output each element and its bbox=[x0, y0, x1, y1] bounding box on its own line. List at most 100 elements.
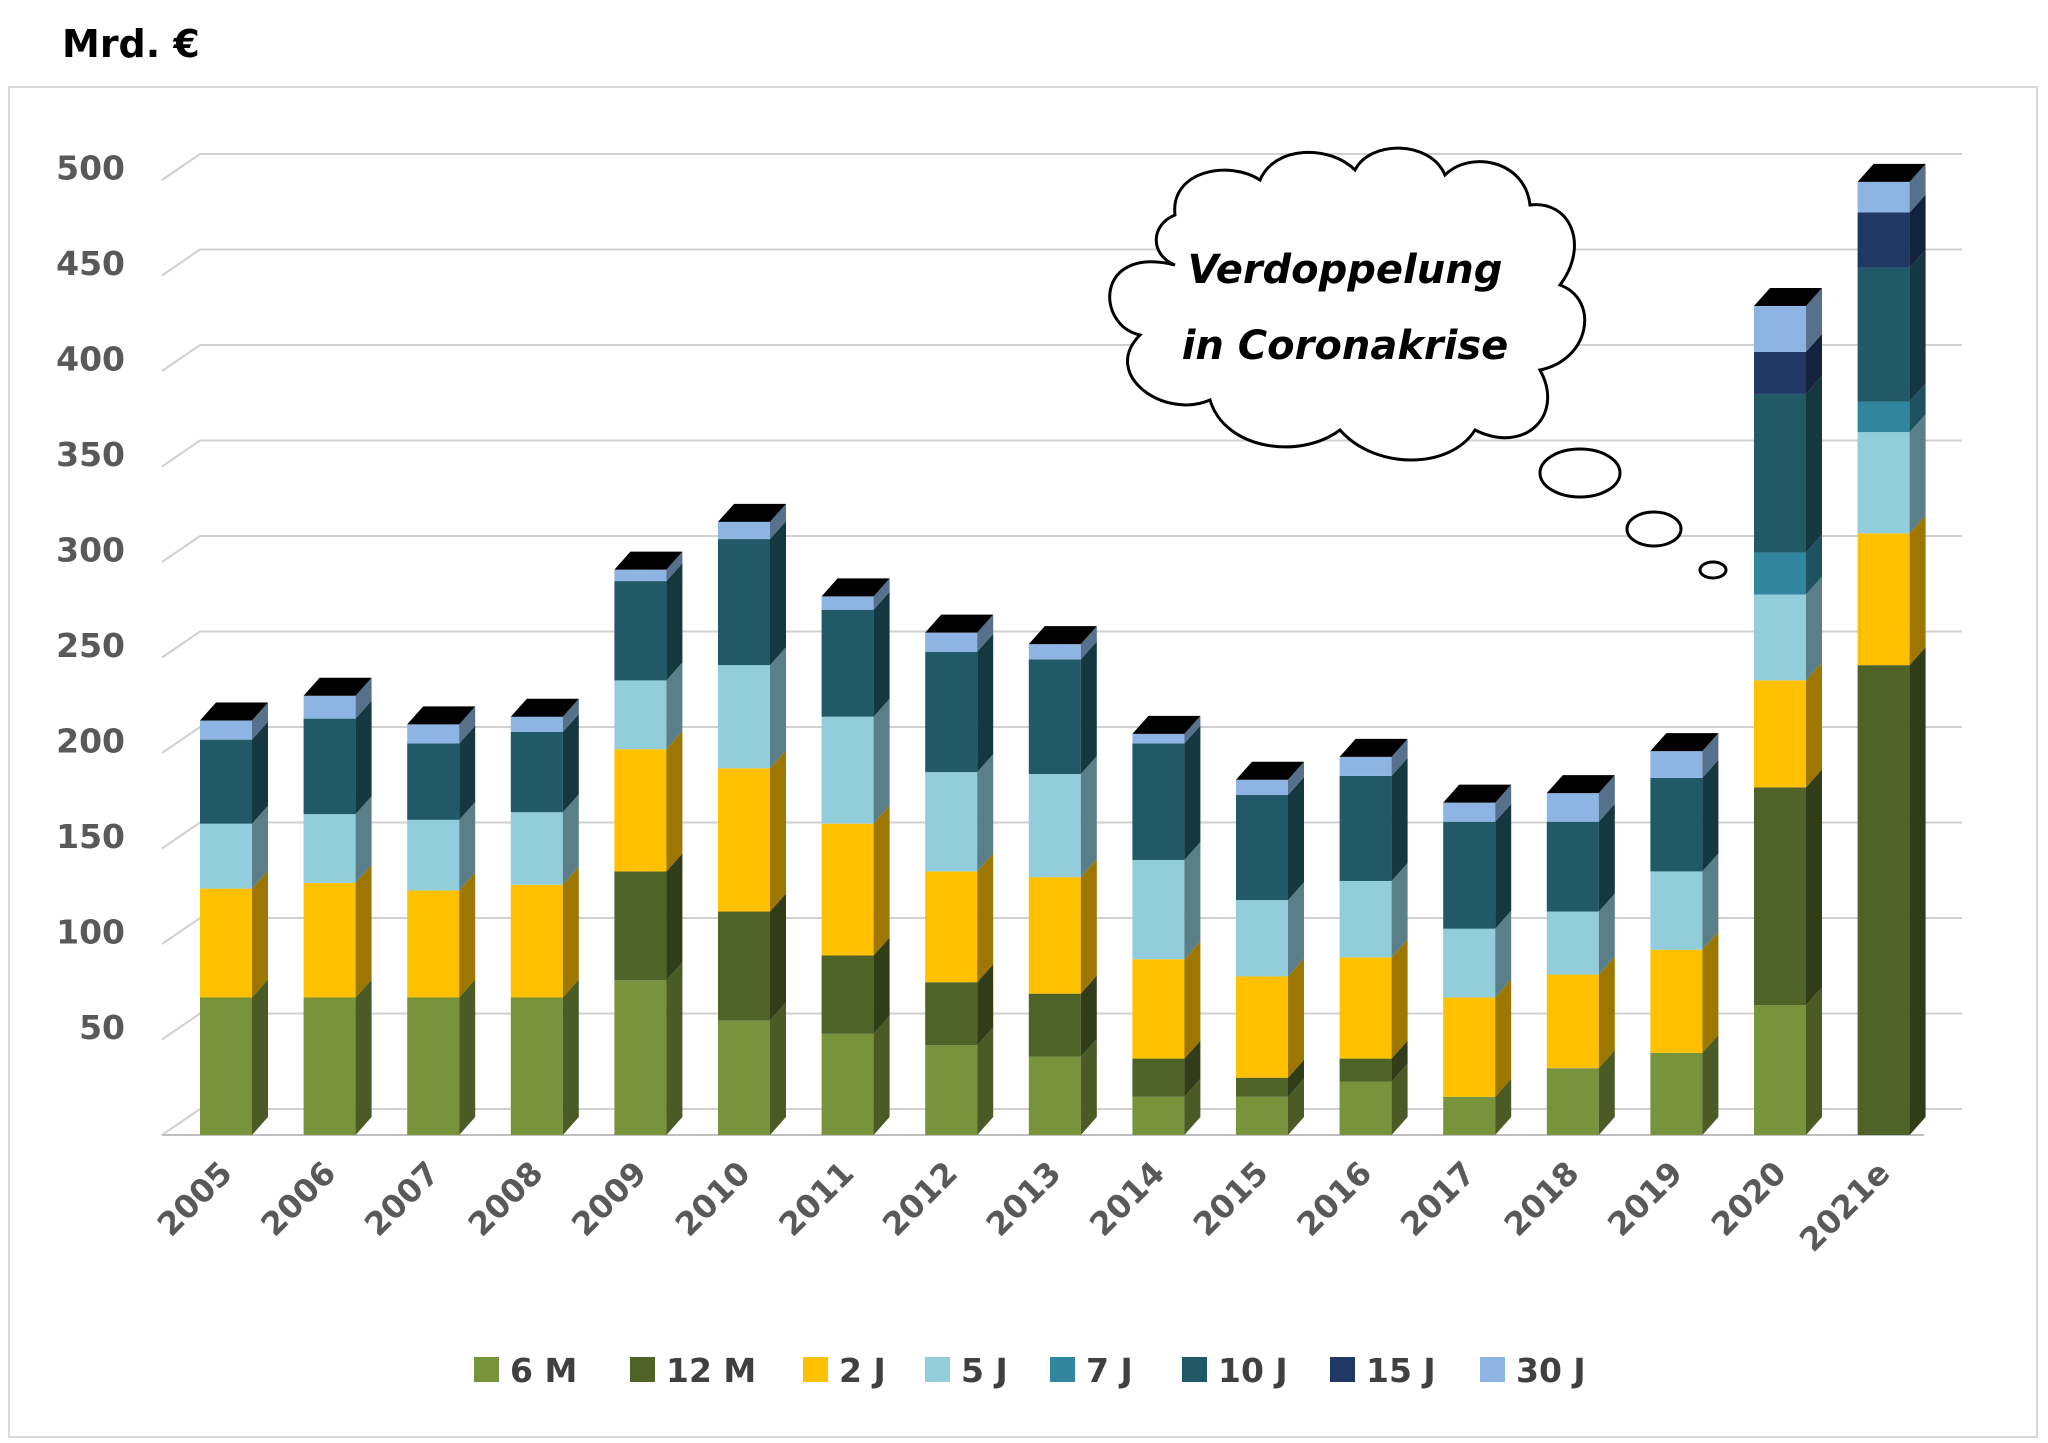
bar-segment-side bbox=[252, 702, 268, 740]
bar-segment-5j bbox=[1339, 880, 1392, 958]
bar-segment-side bbox=[562, 794, 579, 885]
bar-segment-12m bbox=[1339, 1058, 1392, 1082]
x-tick-label: 2006 bbox=[253, 1154, 343, 1244]
bar-segment-12m bbox=[614, 871, 667, 981]
bar-segment-side bbox=[1184, 1040, 1201, 1097]
bar-segment-side bbox=[355, 677, 372, 719]
x-tick-label: 2005 bbox=[150, 1154, 240, 1244]
bar-segment-12m bbox=[1857, 665, 1910, 1135]
cloud-shape bbox=[1108, 146, 1587, 462]
bar-segment-6m bbox=[1650, 1052, 1703, 1135]
gridline-400 bbox=[161, 344, 1962, 372]
bar-top-face bbox=[510, 698, 579, 717]
bar-segment-2j bbox=[303, 882, 356, 998]
bar-top-face bbox=[407, 706, 476, 725]
bar-segment-side bbox=[666, 563, 683, 681]
bar-segment-6m bbox=[1236, 1096, 1288, 1135]
bar-segment-5j bbox=[1443, 928, 1496, 998]
bar-segment-12m bbox=[718, 911, 770, 1021]
bar-segment-2j bbox=[925, 871, 978, 983]
x-tick-label: 2018 bbox=[1497, 1154, 1587, 1244]
legend-swatch bbox=[474, 1357, 499, 1382]
bar-segment-side bbox=[770, 1002, 786, 1135]
legend-swatch bbox=[630, 1357, 655, 1382]
bar-top-face bbox=[1754, 288, 1822, 307]
bar-segment-side bbox=[977, 754, 994, 872]
bar-segment-2j bbox=[1857, 533, 1910, 666]
bar-top-face bbox=[1546, 775, 1615, 794]
bar-segment-2j bbox=[1443, 997, 1496, 1097]
y-tick-label: 450 bbox=[56, 244, 125, 283]
bar-segment-side bbox=[977, 614, 994, 652]
bar-segment-side bbox=[355, 700, 372, 815]
bar-segment-side bbox=[1080, 641, 1097, 775]
bar-segment-2j bbox=[1650, 949, 1703, 1053]
bar-segment-side bbox=[252, 721, 268, 824]
bar-segment-side bbox=[666, 662, 683, 750]
bar-stack-2005 bbox=[200, 702, 268, 1135]
bar-segment-side bbox=[562, 979, 579, 1135]
bar-stack-2007 bbox=[407, 706, 476, 1135]
bar-segment-side bbox=[1806, 987, 1822, 1135]
legend-swatch bbox=[1480, 1357, 1505, 1382]
thought-bubble-small bbox=[1698, 560, 1728, 580]
bar-segment-6m bbox=[1443, 1096, 1496, 1135]
bar-segment-side bbox=[1495, 979, 1512, 1097]
bar-segment-30j bbox=[510, 716, 563, 732]
bar-top-face bbox=[1339, 738, 1408, 757]
legend-label: 7 J bbox=[1086, 1351, 1133, 1390]
bar-stack-2016 bbox=[1339, 738, 1408, 1135]
bar-segment-side bbox=[1806, 769, 1822, 1006]
bar-segment-5j bbox=[200, 823, 252, 889]
bar-segment-side bbox=[977, 633, 994, 773]
bar-segment-side bbox=[770, 503, 786, 540]
legend-label: 12 M bbox=[666, 1351, 756, 1390]
bar-segment-30j bbox=[614, 569, 667, 582]
bar-segment-6m bbox=[1546, 1068, 1599, 1135]
bar-segment-2j bbox=[200, 888, 252, 998]
bar-stack-2019 bbox=[1650, 733, 1719, 1135]
bar-segment-10j bbox=[1857, 267, 1910, 402]
x-tick-label: 2012 bbox=[875, 1154, 965, 1244]
bar-segment-6m bbox=[821, 1033, 874, 1135]
bar-segment-6m bbox=[407, 997, 460, 1135]
bar-segment-side bbox=[459, 706, 476, 744]
bar-stack-2018 bbox=[1546, 775, 1615, 1135]
bar-segment-10j bbox=[718, 539, 770, 666]
bar-segment-side bbox=[1184, 941, 1201, 1059]
bar-segment-side bbox=[1184, 715, 1201, 744]
bar-segment-side bbox=[666, 962, 683, 1135]
bar-segment-5j bbox=[303, 814, 356, 883]
bar-segment-30j bbox=[200, 720, 252, 740]
bar-segment-side bbox=[770, 750, 786, 912]
bar-segment-10j bbox=[1028, 659, 1081, 775]
bar-segment-15j bbox=[1754, 351, 1806, 394]
bar-segment-side bbox=[1495, 784, 1512, 822]
bar-segment-side bbox=[1909, 163, 1926, 213]
bar-top-face bbox=[1236, 761, 1304, 780]
bars bbox=[200, 163, 1926, 1135]
bar-segment-2j bbox=[614, 749, 667, 872]
x-tick-label: 2013 bbox=[979, 1154, 1069, 1244]
bar-segment-7j bbox=[1857, 401, 1910, 433]
bar-segment-side bbox=[1909, 515, 1926, 666]
bar-segment-side bbox=[1702, 1034, 1719, 1135]
bar-segment-side bbox=[873, 1015, 890, 1135]
bar-top-face bbox=[1650, 733, 1719, 752]
bar-segment-2j bbox=[718, 768, 770, 912]
bar-top-face bbox=[821, 578, 890, 597]
bar-segment-2j bbox=[510, 884, 563, 998]
bar-segment-side bbox=[355, 979, 372, 1135]
x-tick-label: 2020 bbox=[1704, 1154, 1794, 1244]
bar-segment-side bbox=[1598, 803, 1615, 912]
bar-segment-10j bbox=[1443, 821, 1496, 929]
bar-segment-side bbox=[1702, 759, 1719, 872]
bar-segment-10j bbox=[1650, 777, 1703, 872]
bar-segment-side bbox=[1806, 288, 1822, 352]
bar-segment-side bbox=[1806, 375, 1822, 553]
bar-top-face bbox=[1028, 626, 1097, 645]
bar-segment-side bbox=[459, 979, 476, 1135]
x-tick-label: 2021e bbox=[1792, 1154, 1897, 1259]
legend-swatch bbox=[1330, 1357, 1355, 1382]
bar-segment-side bbox=[1806, 534, 1822, 595]
